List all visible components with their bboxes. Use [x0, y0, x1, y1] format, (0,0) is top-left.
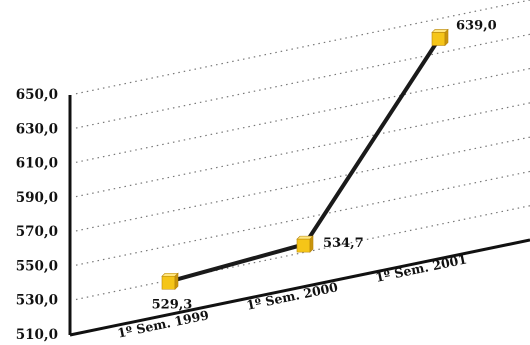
- data-label: 534,7: [323, 236, 364, 251]
- data-labels: 529,3 534,7 639,0: [152, 18, 497, 312]
- data-label: 639,0: [456, 18, 497, 33]
- data-point-marker: [431, 28, 449, 47]
- gridline: [75, 205, 530, 301]
- gridline: [75, 170, 530, 266]
- gridline: [75, 33, 530, 129]
- gridline: [75, 136, 530, 232]
- axes: [68, 95, 530, 337]
- y-tick-label: 610,0: [16, 156, 58, 172]
- y-tick-label: 510,0: [16, 327, 58, 343]
- y-tick-label: 570,0: [16, 224, 58, 240]
- y-tick-label: 630,0: [16, 121, 58, 137]
- gridline: [75, 67, 530, 163]
- gridline: [75, 0, 530, 95]
- y-tick-label: 530,0: [16, 293, 58, 309]
- data-point-marker: [161, 272, 179, 290]
- y-tick-label: 590,0: [16, 190, 58, 206]
- y-tick-label: 550,0: [16, 258, 58, 274]
- markers: [161, 28, 449, 290]
- data-label: 529,3: [152, 297, 193, 312]
- data-point-marker: [296, 235, 314, 253]
- x-tick-label: 1º Sem. 2001: [374, 251, 468, 285]
- x-tick-label: 1º Sem. 2000: [245, 279, 339, 313]
- y-tick-label: 650,0: [16, 87, 58, 103]
- x-axis: [69, 238, 530, 337]
- gridline: [75, 102, 530, 198]
- y-tick-labels: 510,0 530,0 550,0 570,0 590,0 610,0 630,0 650,0: [16, 87, 58, 343]
- gridlines: [75, 0, 530, 301]
